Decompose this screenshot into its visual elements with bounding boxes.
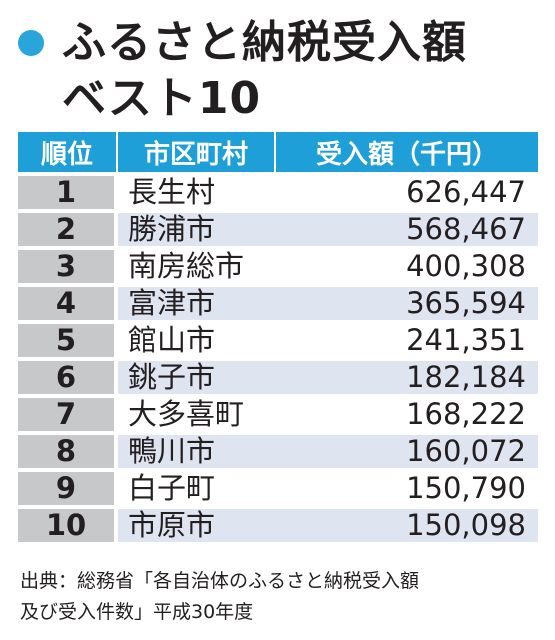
rank-cell: 10 — [18, 509, 118, 542]
municipality-cell: 市原市 — [118, 509, 276, 542]
rank-cell: 8 — [18, 435, 118, 468]
table-row: 3 南房総市 400,308 — [18, 250, 538, 283]
table-row: 6 銚子市 182,184 — [18, 361, 538, 394]
page-title-line2: ベスト10 — [62, 73, 262, 124]
bullet-icon — [18, 30, 44, 56]
rank-cell: 7 — [18, 398, 118, 431]
amount-cell: 150,790 — [276, 472, 538, 505]
municipality-cell: 富津市 — [118, 287, 276, 320]
amount-cell: 400,308 — [276, 250, 538, 283]
municipality-cell: 銚子市 — [118, 361, 276, 394]
table-row: 10 市原市 150,098 — [18, 509, 538, 542]
municipality-cell: 館山市 — [118, 324, 276, 357]
municipality-cell: 南房総市 — [118, 250, 276, 283]
municipality-cell: 白子町 — [118, 472, 276, 505]
municipality-cell: 鴨川市 — [118, 435, 276, 468]
source-line1: 出典：総務省「各自治体のふるさと納税受入額 — [20, 570, 420, 592]
amount-cell: 626,447 — [276, 176, 538, 209]
table-row: 8 鴨川市 160,072 — [18, 435, 538, 468]
ranking-table: 順位 市区町村 受入額（千円） 1 長生村 626,447 2 勝浦市 568,467 3 南… — [18, 128, 538, 546]
municipality-cell: 大多喜町 — [118, 398, 276, 431]
table-body: 1 長生村 626,447 2 勝浦市 568,467 3 南房総市 400,308 4 富津市 36… — [18, 176, 538, 542]
amount-cell: 150,098 — [276, 509, 538, 542]
amount-cell: 365,594 — [276, 287, 538, 320]
rank-cell: 6 — [18, 361, 118, 394]
source-note: 出典：総務省「各自治体のふるさと納税受入額 及び受入件数」平成30年度 — [20, 566, 545, 628]
amount-cell: 182,184 — [276, 361, 538, 394]
rank-cell: 1 — [18, 176, 118, 209]
amount-cell: 168,222 — [276, 398, 538, 431]
rank-cell: 9 — [18, 472, 118, 505]
table-row: 5 館山市 241,351 — [18, 324, 538, 357]
amount-cell: 241,351 — [276, 324, 538, 357]
table-row: 4 富津市 365,594 — [18, 287, 538, 320]
rank-cell: 2 — [18, 213, 118, 246]
municipality-cell: 長生村 — [118, 176, 276, 209]
table-row: 7 大多喜町 168,222 — [18, 398, 538, 431]
municipality-cell: 勝浦市 — [118, 213, 276, 246]
rank-cell: 3 — [18, 250, 118, 283]
header-rank: 順位 — [18, 132, 118, 172]
rank-cell: 5 — [18, 324, 118, 357]
table-row: 1 長生村 626,447 — [18, 176, 538, 209]
amount-cell: 568,467 — [276, 213, 538, 246]
table-row: 9 白子町 150,790 — [18, 472, 538, 505]
source-line2: 及び受入件数」平成30年度 — [20, 601, 254, 623]
table-row: 2 勝浦市 568,467 — [18, 213, 538, 246]
amount-cell: 160,072 — [276, 435, 538, 468]
header-amount: 受入額（千円） — [276, 132, 538, 172]
page-title-line1: ふるさと納税受入額 — [62, 17, 467, 68]
header-municipality: 市区町村 — [118, 132, 276, 172]
table-header-row: 順位 市区町村 受入額（千円） — [18, 132, 538, 172]
rank-cell: 4 — [18, 287, 118, 320]
